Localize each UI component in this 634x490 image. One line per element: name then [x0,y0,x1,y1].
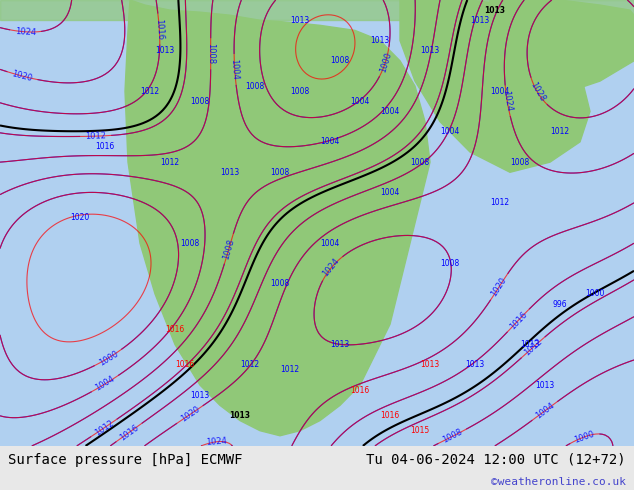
Text: 1000: 1000 [585,290,605,298]
Text: 1013: 1013 [535,381,555,390]
Text: 1013: 1013 [420,360,439,369]
Text: 996: 996 [553,299,567,309]
Text: 1016: 1016 [154,18,164,40]
Polygon shape [0,0,634,20]
Text: 1016: 1016 [118,423,140,442]
Text: 1004: 1004 [380,107,399,116]
Text: 1012: 1012 [491,198,510,207]
Text: 1008: 1008 [510,158,529,167]
Text: 1012: 1012 [141,87,160,96]
Text: 1012: 1012 [280,366,299,374]
Polygon shape [400,0,590,172]
Text: 1013: 1013 [155,46,174,55]
Text: 1004: 1004 [440,127,460,136]
Text: 1024: 1024 [321,257,342,279]
Text: 1020: 1020 [11,69,34,83]
Text: 1000: 1000 [573,429,596,444]
Text: 1000: 1000 [97,349,120,368]
Text: 1004: 1004 [351,97,370,106]
Text: 1016: 1016 [95,143,115,151]
Text: 1024: 1024 [15,27,36,37]
Text: Surface pressure [hPa] ECMWF: Surface pressure [hPa] ECMWF [8,453,242,467]
Text: 1012: 1012 [240,360,259,369]
Text: Tu 04-06-2024 12:00 UTC (12+72): Tu 04-06-2024 12:00 UTC (12+72) [366,453,626,467]
Text: 1008: 1008 [206,43,215,64]
Text: 1008: 1008 [190,97,210,106]
Text: 1013: 1013 [330,340,349,349]
Text: 1016: 1016 [165,325,184,334]
Text: 1008: 1008 [441,428,464,445]
Text: 1020: 1020 [179,405,201,424]
Text: 1004: 1004 [320,239,340,248]
Text: 1020: 1020 [70,213,89,222]
Text: 1012: 1012 [550,127,569,136]
Text: 1016: 1016 [351,386,370,394]
Text: 1008: 1008 [330,56,349,65]
Text: 1004: 1004 [380,188,399,197]
Text: 1004: 1004 [94,374,117,393]
Text: 1008: 1008 [270,168,290,177]
Text: 1013: 1013 [484,5,505,15]
Text: 1008: 1008 [222,237,236,260]
Text: 1028: 1028 [528,80,547,103]
Text: 1013: 1013 [190,391,210,400]
Text: 1024: 1024 [206,437,228,447]
Text: 1013: 1013 [370,36,390,45]
Text: 1008: 1008 [441,259,460,268]
Text: 1013: 1013 [221,168,240,177]
Text: ©weatheronline.co.uk: ©weatheronline.co.uk [491,477,626,487]
Text: 1008: 1008 [181,239,200,248]
Text: 1012: 1012 [85,131,107,141]
Text: 1024: 1024 [501,90,514,112]
Text: 1000: 1000 [378,50,393,74]
Polygon shape [490,0,634,91]
Text: 1012: 1012 [160,158,179,167]
Text: 1008: 1008 [270,279,290,288]
Text: 1004: 1004 [230,59,240,80]
Text: 1016: 1016 [176,360,195,369]
Text: 1008: 1008 [290,87,309,96]
Text: 1012: 1012 [522,337,544,358]
Text: 1013: 1013 [521,340,540,349]
Text: 1013: 1013 [290,16,309,25]
Text: 1008: 1008 [410,158,430,167]
Text: 1012: 1012 [93,418,115,438]
Text: 1008: 1008 [245,82,264,91]
Text: 1004: 1004 [320,137,340,147]
Text: 1004: 1004 [490,87,510,96]
Text: 1013: 1013 [465,360,484,369]
Text: 1020: 1020 [489,275,508,298]
Text: 1016: 1016 [380,411,399,420]
Text: 1013: 1013 [470,16,489,25]
Text: 1016: 1016 [508,310,529,331]
Text: 1013: 1013 [230,411,250,420]
Text: 1015: 1015 [410,426,430,435]
Polygon shape [125,0,430,436]
Text: 1013: 1013 [420,46,439,55]
Text: 1004: 1004 [534,401,556,421]
